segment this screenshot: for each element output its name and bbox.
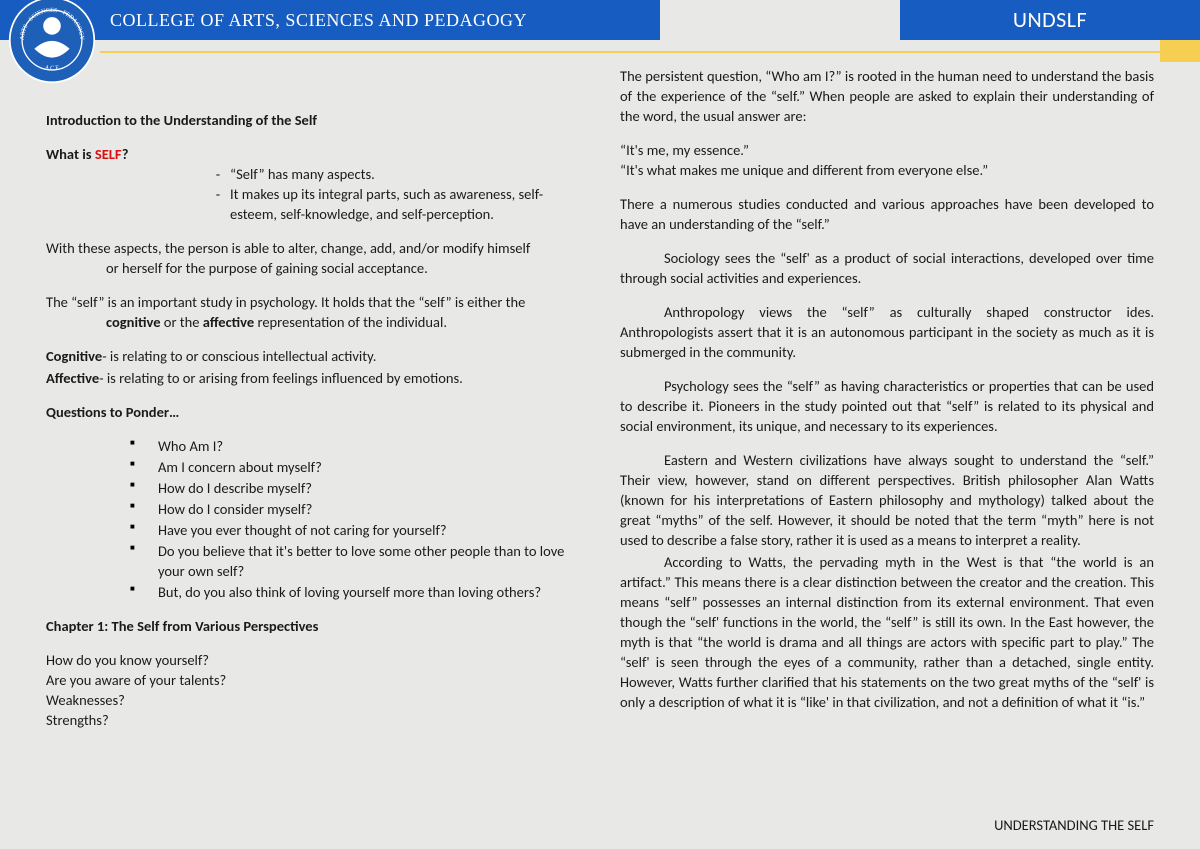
right-p2: There a numerous studies conducted and v…: [620, 194, 1154, 234]
self-study-c: representation of the individual.: [254, 313, 447, 331]
ch1-question: Are you aware of your talents?: [46, 670, 580, 690]
aspect-text: It makes up its integral parts, such as …: [230, 184, 580, 224]
chapter-1-title: Chapter 1: The Self from Various Perspec…: [46, 616, 580, 636]
aspect-list: -“Self” has many aspects. -It makes up i…: [46, 164, 580, 224]
sociology-para: Sociology sees the “self' as a product o…: [620, 248, 1154, 288]
right-column: The persistent question, “Who am I?” is …: [620, 66, 1154, 831]
ch1-question: How do you know yourself?: [46, 650, 580, 670]
college-name: COLLEGE OF ARTS, SCIENCES AND PEDAGOGY: [110, 8, 527, 33]
quote-2: “It's what makes me unique and different…: [620, 160, 1154, 180]
header-blue-bar: COLLEGE OF ARTS, SCIENCES AND PEDAGOGY: [0, 0, 660, 40]
cognitive-label: Cognitive: [46, 347, 102, 365]
aspects-paragraph: With these aspects, the person is able t…: [46, 238, 580, 278]
page-body: Introduction to the Understanding of the…: [46, 66, 1154, 831]
ponder-item: Have you ever thought of not caring for …: [130, 520, 580, 540]
self-study-a: The “self” is an important study in psyc…: [46, 293, 525, 311]
ch1-question: Strengths?: [46, 710, 580, 730]
right-p1: The persistent question, “Who am I?” is …: [620, 66, 1154, 126]
definitions: Cognitive- is relating to or conscious i…: [46, 346, 580, 388]
cognitive-def: - is relating to or conscious intellectu…: [102, 347, 376, 365]
chapter-1-questions: How do you know yourself? Are you aware …: [46, 650, 580, 730]
ponder-item: But, do you also think of loving yoursel…: [130, 582, 580, 602]
page-header: COLLEGE OF ARTS, SCIENCES AND PEDAGOGY U…: [0, 0, 1200, 48]
watts-para: According to Watts, the pervading myth i…: [620, 552, 1154, 712]
ch1-question: Weaknesses?: [46, 690, 580, 710]
ponder-item: Who Am I?: [130, 436, 580, 456]
svg-text:A C E: A C E: [44, 65, 60, 72]
aspect-text: “Self” has many aspects.: [230, 164, 580, 184]
ponder-title: Questions to Ponder…: [46, 402, 580, 422]
course-code: UNDSLF: [1013, 5, 1087, 35]
aspect-item: -“Self” has many aspects.: [206, 164, 580, 184]
affective-word: affective: [203, 313, 254, 331]
header-underline: [100, 51, 1200, 53]
header-code-bar: UNDSLF: [900, 0, 1200, 40]
what-is-word: SELF: [95, 145, 122, 163]
cognitive-word: cognitive: [106, 313, 161, 331]
self-study-b: or the: [161, 313, 203, 331]
anthropology-para: Anthropology views the “self” as cultura…: [620, 302, 1154, 362]
page-footer: UNDERSTANDING THE SELF: [994, 815, 1154, 835]
aspect-item: -It makes up its integral parts, such as…: [206, 184, 580, 224]
what-is-suffix: ?: [122, 145, 129, 163]
college-seal-icon: ARTS · SCIENCES · PEDAGOGY A C E: [8, 0, 96, 84]
self-study-paragraph: The “self” is an important study in psyc…: [46, 292, 580, 332]
ponder-list: Who Am I? Am I concern about myself? How…: [46, 436, 580, 602]
psychology-para: Psychology sees the “self” as having cha…: [620, 376, 1154, 436]
ponder-item: Am I concern about myself?: [130, 457, 580, 477]
left-column: Introduction to the Understanding of the…: [46, 66, 580, 831]
what-is-prefix: What is: [46, 145, 95, 163]
affective-def: - is relating to or arising from feeling…: [99, 369, 463, 387]
eastern-western-para: Eastern and Western civilizations have a…: [620, 450, 1154, 550]
affective-label: Affective: [46, 369, 99, 387]
intro-title: Introduction to the Understanding of the…: [46, 110, 580, 130]
ponder-item: How do I consider myself?: [130, 499, 580, 519]
quote-1: “It's me, my essence.”: [620, 140, 1154, 160]
ponder-item: Do you believe that it's better to love …: [130, 541, 580, 581]
ponder-item: How do I describe myself?: [130, 478, 580, 498]
